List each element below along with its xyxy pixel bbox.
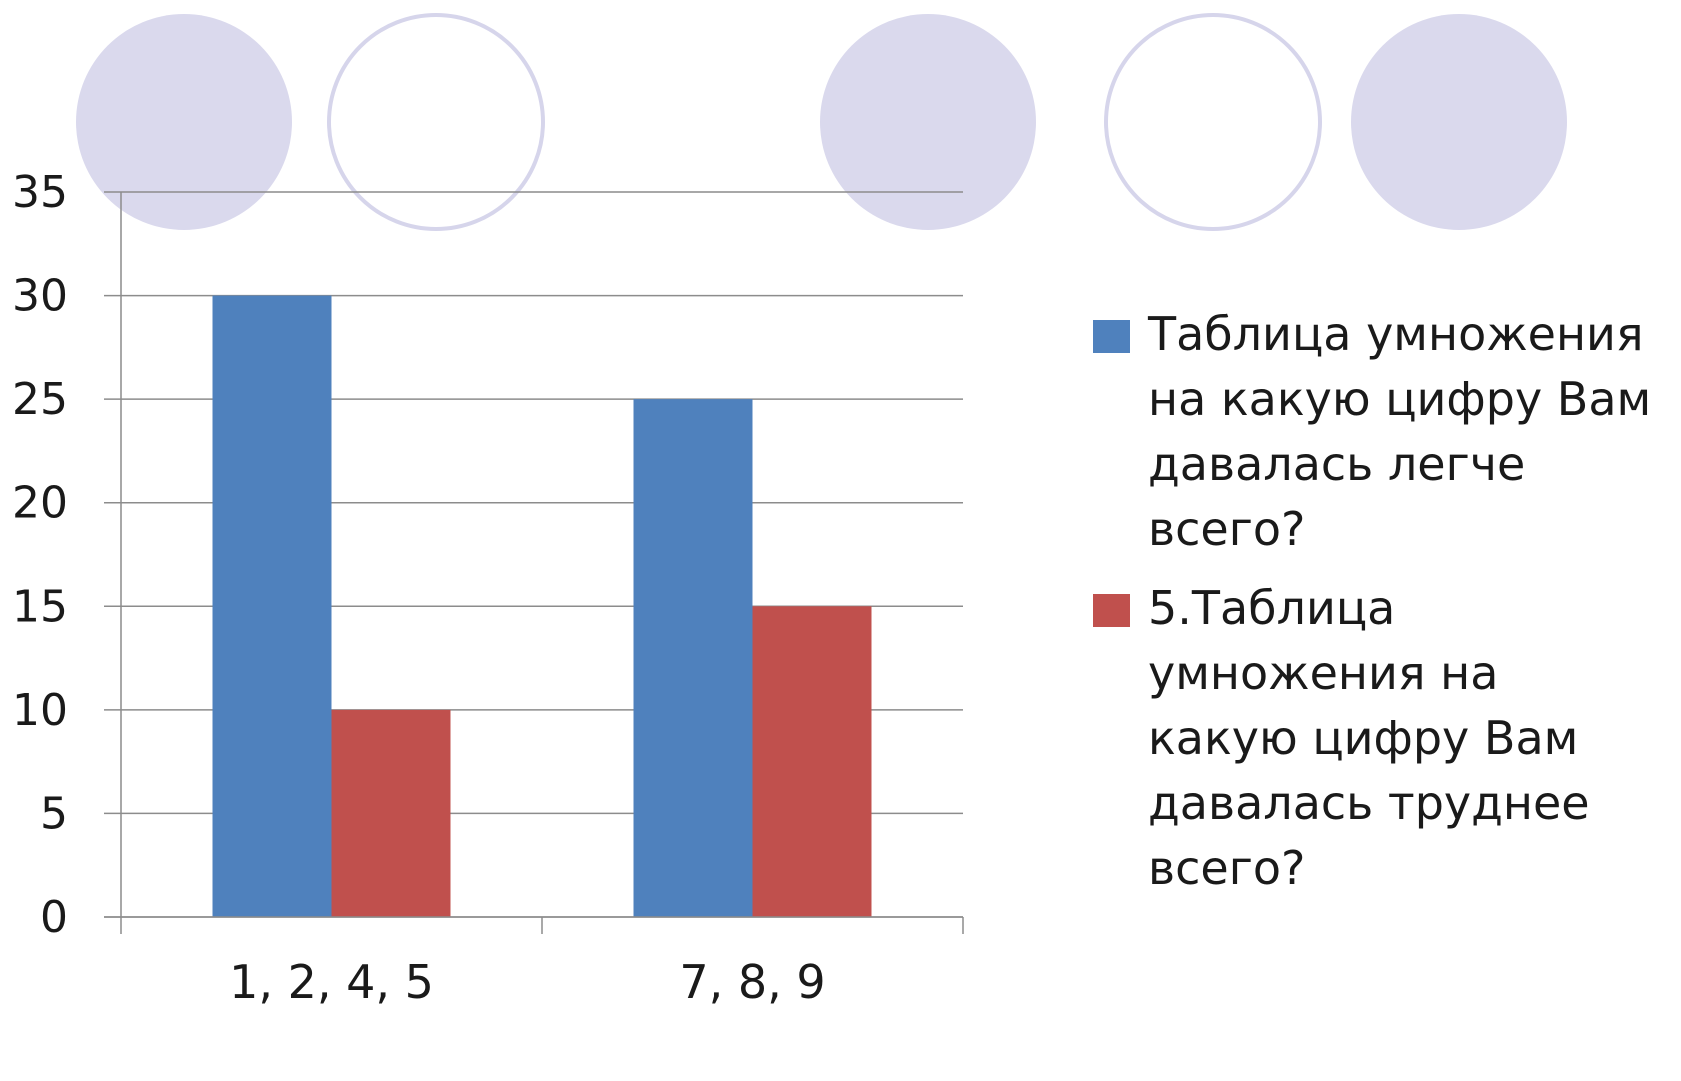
bar-series-2-1	[331, 709, 451, 917]
bar-series-1-1	[212, 295, 332, 918]
legend-item-series-2: 5.Таблица умножения на какую цифру Вам д…	[1093, 576, 1653, 901]
bar-series-2-2	[752, 606, 872, 917]
decorative-circle-outline	[1104, 13, 1322, 231]
decorative-circle-filled	[820, 14, 1036, 230]
y-tick-label: 10	[12, 685, 68, 736]
bar-series-1-2	[633, 399, 753, 918]
decorative-circles	[76, 13, 1567, 231]
decorative-circle-filled	[76, 14, 292, 230]
legend: Таблица умножения на какую цифру Вам дав…	[1093, 302, 1653, 915]
legend-label-series-2: 5.Таблица умножения на какую цифру Вам д…	[1148, 581, 1590, 895]
legend-swatch-series-2	[1093, 594, 1130, 627]
axes	[120, 192, 964, 934]
y-tick-label: 15	[12, 581, 68, 632]
y-tick-label: 35	[12, 167, 68, 218]
y-tick-label: 30	[12, 271, 68, 322]
legend-item-series-1: Таблица умножения на какую цифру Вам дав…	[1093, 302, 1653, 562]
y-tick-label: 0	[40, 892, 68, 943]
bars	[212, 295, 872, 918]
decorative-circle-filled	[1351, 14, 1567, 230]
y-tick-label: 20	[12, 478, 68, 529]
legend-label-series-1: Таблица умножения на какую цифру Вам дав…	[1148, 307, 1652, 556]
y-tick-label: 25	[12, 374, 68, 425]
y-axis-tick-labels: 0 5 10 15 20 25 30 35	[12, 167, 68, 943]
x-axis-tick-labels: 1, 2, 4, 5 7, 8, 9	[229, 955, 826, 1009]
x-tick-label: 1, 2, 4, 5	[229, 955, 434, 1009]
x-tick-label: 7, 8, 9	[679, 955, 825, 1009]
y-tick-label: 5	[40, 788, 68, 839]
decorative-circle-outline	[327, 13, 545, 231]
legend-swatch-series-1	[1093, 320, 1130, 353]
